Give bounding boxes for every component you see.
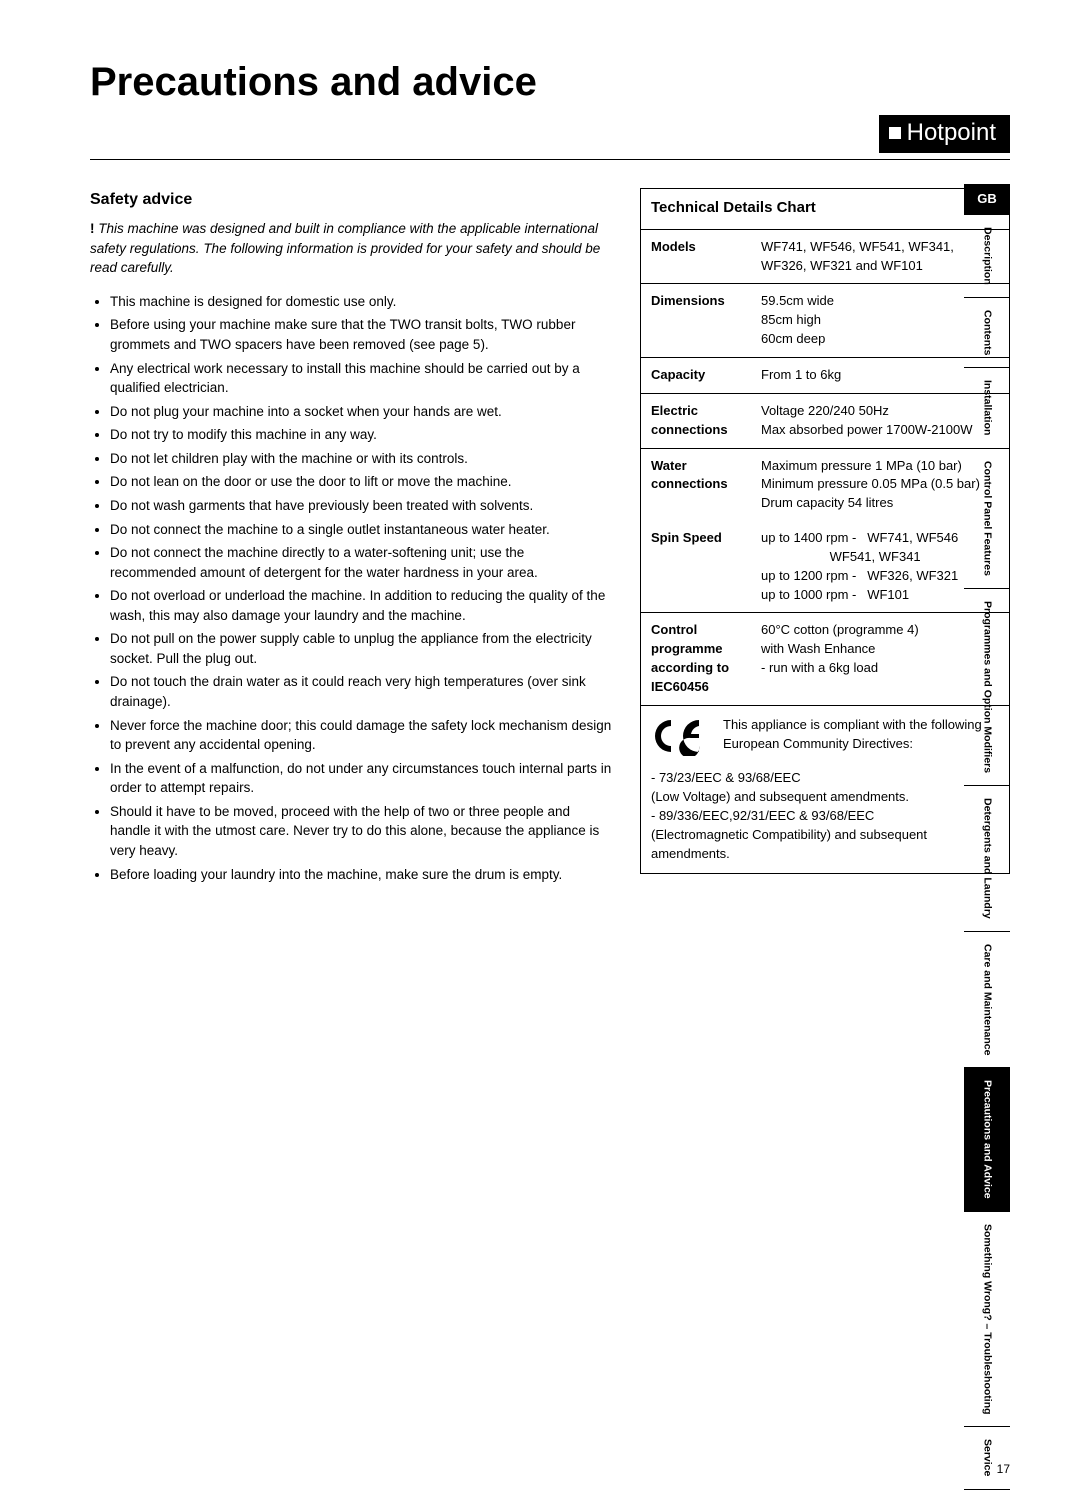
safety-bullet: In the event of a malfunction, do not un… [110,759,612,798]
divider [90,159,1010,160]
tech-row: Water connectionsMaximum pressure 1 MPa … [641,449,1009,522]
side-tab[interactable]: Programmes and Option Modifiers [964,588,1010,785]
tech-title: Technical Details Chart [641,189,1009,230]
safety-bullet: Do not let children play with the machin… [110,449,612,469]
tech-row: CapacityFrom 1 to 6kg [641,358,1009,394]
side-tab[interactable]: Service [964,1426,1010,1489]
tech-label: Electric connections [651,402,751,440]
ce-line: (Low Voltage) and subsequent amendments. [651,788,999,807]
safety-bullet: Do not lean on the door or use the door … [110,472,612,492]
tab-gb[interactable]: GB [964,184,1010,214]
safety-bullet: Do not connect the machine directly to a… [110,543,612,582]
safety-bullet: Any electrical work necessary to install… [110,359,612,398]
safety-bullet: Do not overload or underload the machine… [110,586,612,625]
side-tab[interactable]: Care and Maintenance [964,931,1010,1067]
tech-column: Technical Details Chart ModelsWF741, WF5… [640,188,1010,874]
brand-dot-icon [889,127,901,139]
tech-label: Spin Speed [651,529,751,604]
tech-label: Dimensions [651,292,751,349]
tech-label: Models [651,238,751,276]
safety-bullet: Before loading your laundry into the mac… [110,865,612,885]
page-number: 17 [997,1462,1010,1476]
brand-bar: Hotpoint [90,115,1010,153]
brand-text: Hotpoint [907,119,996,147]
tech-row-control: Control programme according to IEC60456 … [641,613,1009,705]
ce-directives: - 73/23/EEC & 93/68/EEC(Low Voltage) and… [651,769,999,863]
safety-heading: Safety advice [90,188,612,211]
page-title: Precautions and advice [90,60,1010,105]
side-tab[interactable]: Installation [964,367,1010,447]
safety-bullet: Never force the machine door; this could… [110,716,612,755]
ce-mark-icon [651,716,711,761]
tech-details-chart: Technical Details Chart ModelsWF741, WF5… [640,188,1010,874]
tech-row-ce: This appliance is compliant with the fol… [641,706,1009,874]
safety-bullet: Do not touch the drain water as it could… [110,672,612,711]
tech-label: Control programme according to IEC60456 [651,621,751,696]
safety-bullet: Do not pull on the power supply cable to… [110,629,612,668]
tech-row: Dimensions59.5cm wide 85cm high 60cm dee… [641,284,1009,358]
ce-line: - 73/23/EEC & 93/68/EEC [651,769,999,788]
side-tab[interactable]: Description [964,214,1010,297]
brand-logo: Hotpoint [879,115,1010,153]
tech-row: ModelsWF741, WF546, WF541, WF341, WF326,… [641,230,1009,285]
side-tab[interactable]: Precautions and Advice [964,1067,1010,1211]
safety-bullet: Do not connect the machine to a single o… [110,520,612,540]
safety-bullets: This machine is designed for domestic us… [90,292,612,884]
side-tabs: GBDescriptionContentsInstallationControl… [964,184,1010,1490]
ce-line: - 89/336/EEC,92/31/EEC & 93/68/EEC [651,807,999,826]
safety-bullet: Do not plug your machine into a socket w… [110,402,612,422]
safety-intro: ! This machine was designed and built in… [90,219,612,278]
side-tab[interactable]: Something Wrong? – Troubleshooting [964,1211,1010,1427]
safety-column: Safety advice ! This machine was designe… [90,188,612,888]
safety-bullet: This machine is designed for domestic us… [110,292,612,312]
ce-line: (Electromagnetic Compatibility) and subs… [651,826,999,864]
ce-intro: This appliance is compliant with the fol… [723,716,999,754]
side-tab[interactable]: Control Panel Features [964,448,1010,588]
safety-bullet: Do not try to modify this machine in any… [110,425,612,445]
safety-bullet: Before using your machine make sure that… [110,315,612,354]
safety-bullet: Should it have to be moved, proceed with… [110,802,612,861]
tech-label: Capacity [651,366,751,385]
tech-label: Water connections [651,457,751,514]
safety-bullet: Do not wash garments that have previousl… [110,496,612,516]
safety-intro-text: This machine was designed and built in c… [90,221,600,275]
tech-row: Electric connectionsVoltage 220/240 50Hz… [641,394,1009,449]
tech-row-spin: Spin Speed up to 1400 rpm - WF741, WF546… [641,521,1009,613]
side-tab[interactable]: Detergents and Laundry [964,785,1010,931]
side-tab[interactable]: Contents [964,297,1010,368]
